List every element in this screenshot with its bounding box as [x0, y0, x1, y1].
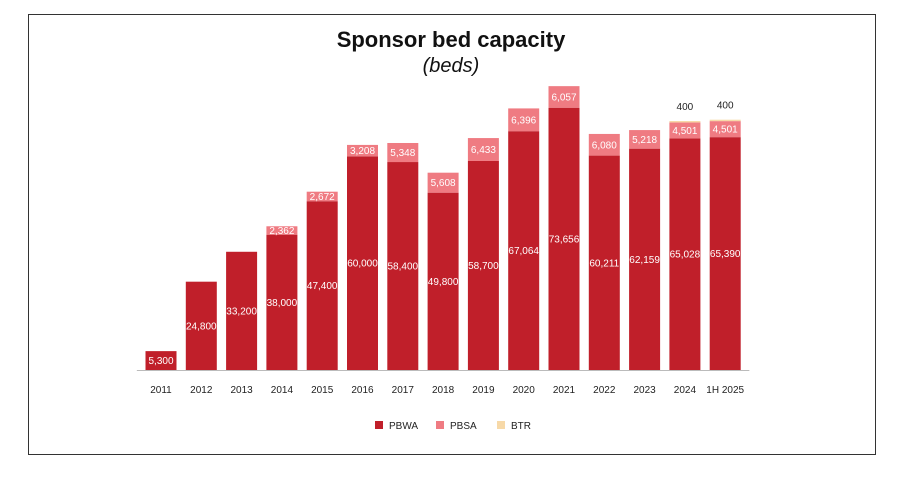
legend-label-pbwa: PBWA — [389, 421, 418, 432]
bar-pbwa-2012 — [185, 281, 217, 370]
x-tick-label: 2018 — [432, 385, 455, 396]
data-label-pbwa-2023: 62,159 — [629, 255, 660, 266]
data-label-pbwa-2013: 33,200 — [226, 306, 257, 317]
bar-pbwa-2015 — [306, 201, 338, 370]
bar-pbwa-1h-2025 — [709, 137, 741, 370]
bar-pbwa-2013 — [226, 251, 258, 370]
data-label-pbwa-2015: 47,400 — [307, 281, 338, 292]
data-label-pbsa-2021: 6,057 — [551, 92, 576, 103]
legend-swatch-btr — [497, 421, 505, 429]
bar-pbwa-2019 — [467, 160, 499, 370]
x-tick-label: 2014 — [271, 385, 294, 396]
x-tick-label: 2023 — [633, 385, 656, 396]
data-label-pbwa-2017: 58,400 — [388, 262, 419, 273]
bar-pbwa-2017 — [387, 162, 419, 370]
bar-pbwa-2020 — [508, 131, 540, 370]
bar-pbsa-2022 — [588, 133, 620, 156]
data-label-pbsa-2016: 3,208 — [350, 146, 375, 157]
bar-pbsa-2017 — [387, 142, 419, 163]
x-tick-label: 2012 — [190, 385, 213, 396]
data-label-btr-2024: 400 — [677, 102, 694, 113]
data-label-pbwa-2022: 60,211 — [589, 258, 619, 269]
x-tick-label: 1H 2025 — [706, 385, 744, 396]
x-tick-label: 2024 — [674, 385, 697, 396]
data-label-btr-1h-2025: 400 — [717, 101, 734, 112]
bar-pbsa-2018 — [427, 172, 459, 193]
bar-pbsa-2019 — [467, 138, 499, 161]
data-label-pbsa-2023: 5,218 — [632, 135, 657, 146]
x-tick-label: 2016 — [351, 385, 374, 396]
bar-pbsa-2021 — [548, 86, 580, 108]
chart-title: Sponsor bed capacity — [337, 27, 566, 52]
bar-pbsa-2024 — [669, 122, 701, 139]
legend-swatch-pbsa — [436, 421, 444, 429]
bar-pbwa-2016 — [347, 156, 378, 370]
bar-btr-1h-2025 — [709, 119, 741, 122]
data-label-pbsa-2014: 2,362 — [269, 226, 294, 237]
bar-pbsa-2020 — [508, 108, 540, 132]
data-label-pbwa-1h-2025: 65,390 — [710, 249, 741, 260]
data-label-pbwa-2024: 65,028 — [670, 250, 701, 261]
data-label-pbwa-2014: 38,000 — [267, 298, 298, 309]
bar-btr-2024 — [669, 120, 701, 123]
bar-pbsa-2023 — [629, 130, 661, 149]
bars-layer — [145, 86, 741, 371]
data-label-pbsa-2022: 6,080 — [592, 140, 617, 151]
bar-pbwa-2022 — [588, 155, 620, 370]
x-tick-label: 2017 — [392, 385, 415, 396]
data-label-pbwa-2019: 58,700 — [468, 261, 499, 272]
chart-svg: Sponsor bed capacity (beds) 5,300 24,800 3… — [136, 27, 750, 432]
x-tick-label: 2015 — [311, 385, 334, 396]
data-label-pbwa-2012: 24,800 — [186, 321, 217, 332]
legend-swatch-pbwa — [375, 421, 383, 429]
x-tick-label: 2013 — [230, 385, 253, 396]
x-tick-label: 2021 — [553, 385, 576, 396]
bar-pbwa-2024 — [669, 138, 701, 370]
bar-pbwa-2018 — [427, 192, 459, 370]
legend-label-btr: BTR — [511, 421, 531, 432]
bar-pbsa-2014 — [266, 226, 298, 235]
x-tick-label: 2011 — [150, 385, 172, 396]
data-label-pbwa-2016: 60,000 — [347, 259, 378, 270]
x-tick-label: 2019 — [472, 385, 495, 396]
bar-pbsa-2015 — [306, 191, 338, 202]
x-tick-label: 2020 — [513, 385, 536, 396]
legend: PBWA PBSA BTR — [375, 421, 531, 432]
data-label-pbwa-2011: 5,300 — [148, 356, 173, 367]
data-label-pbsa-2015: 2,672 — [310, 192, 335, 203]
legend-label-pbsa: PBSA — [450, 421, 477, 432]
data-label-pbwa-2021: 73,656 — [549, 234, 580, 245]
data-label-pbsa-1h-2025: 4,501 — [713, 125, 738, 136]
data-label-pbsa-2019: 6,433 — [471, 145, 496, 156]
bar-pbsa-1h-2025 — [709, 121, 741, 138]
bar-pbwa-2011 — [145, 351, 177, 370]
data-labels-layer: 5,300 24,800 33,200 38,000 2,362 47,400 2,672 6… — [148, 92, 740, 367]
data-label-pbsa-2017: 5,348 — [390, 148, 415, 159]
data-label-pbsa-2020: 6,396 — [511, 115, 536, 126]
chart-frame: Sponsor bed capacity (beds) 5,300 24,800 3… — [28, 14, 876, 455]
data-label-pbsa-2024: 4,501 — [672, 126, 697, 137]
bar-pbwa-2014 — [266, 234, 298, 370]
chart-subtitle: (beds) — [423, 55, 480, 77]
data-label-pbwa-2018: 49,800 — [428, 277, 459, 288]
bar-pbwa-2021 — [548, 107, 580, 371]
data-label-pbwa-2020: 67,064 — [508, 246, 539, 257]
data-label-pbsa-2018: 5,608 — [431, 178, 456, 189]
x-tick-label: 2022 — [593, 385, 616, 396]
bar-pbsa-2016 — [347, 144, 378, 157]
bar-pbwa-2023 — [629, 148, 661, 370]
x-axis: 2011 2012 2013 2014 2015 2016 2017 2018 2019 2020… — [136, 370, 750, 396]
